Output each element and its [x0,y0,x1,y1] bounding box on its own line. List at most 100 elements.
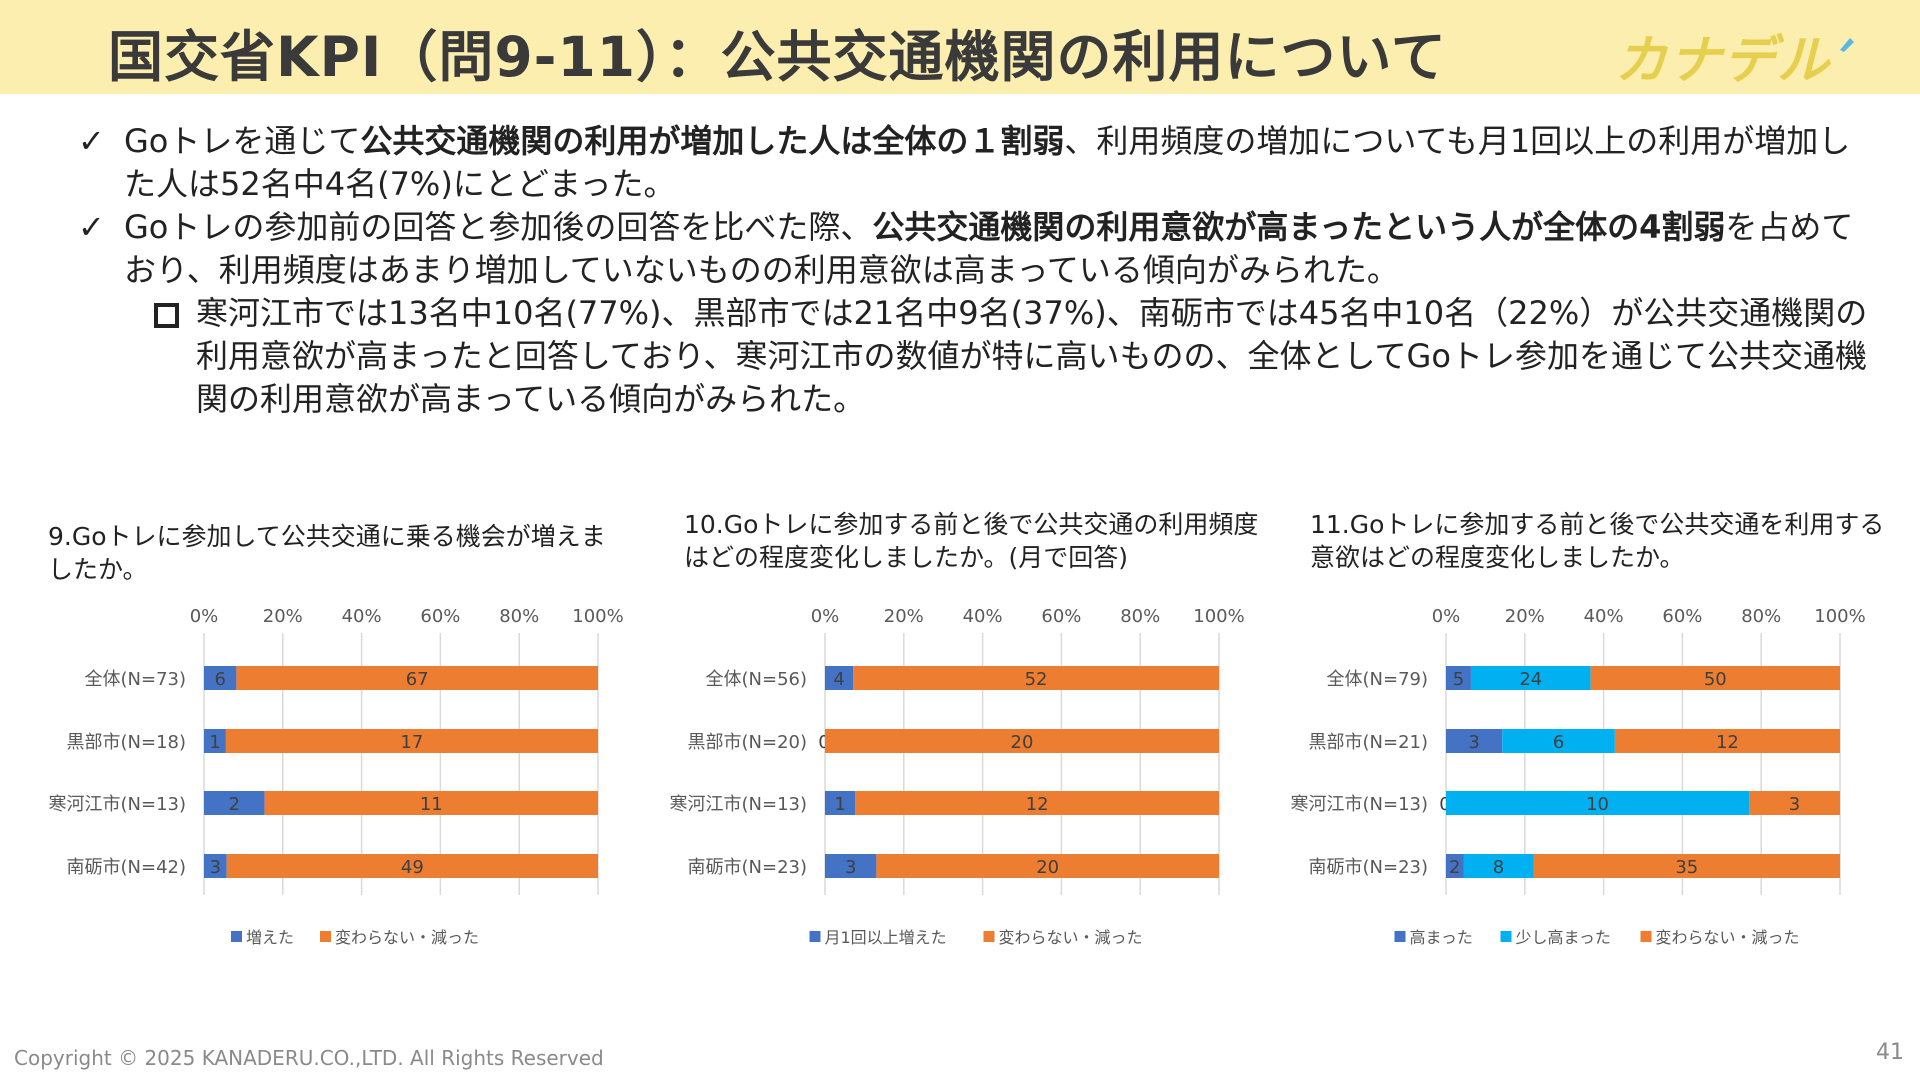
data-label: 67 [406,669,429,690]
data-label: 10 [1586,794,1609,815]
y-category-label: 全体(N=56) [706,669,808,690]
x-tick-label: 100% [1814,606,1865,627]
x-tick-label: 20% [884,606,924,627]
data-label: 4 [833,669,844,690]
legend-swatch [983,931,995,942]
bar-segment [853,666,1219,690]
bar-segment [204,791,265,815]
legend-label: 変わらない・減った [999,928,1143,947]
data-label: 8 [1493,857,1504,878]
data-label: 0 [1439,794,1450,815]
data-label: 12 [1716,732,1739,753]
bar-segment [264,791,598,815]
header-bar: 国交省KPI（問9-11）：公共交通機関の利用について カナデル [0,0,1920,94]
x-tick-label: 0% [190,606,219,627]
data-label: 35 [1675,857,1698,878]
x-tick-label: 100% [1193,606,1244,627]
x-tick-label: 0% [1432,606,1461,627]
x-tick-label: 100% [572,606,623,627]
sub-bullet-text: 寒河江市では13名中10名(77%)、黒部市では21名中9名(37%)、南砺市で… [196,294,1868,418]
bar-segment [1590,666,1840,690]
data-label: 1 [209,732,220,753]
x-tick-label: 80% [499,606,539,627]
data-label: 52 [1025,669,1048,690]
chart-1-title: 9.Goトレに参加して公共交通に乗る機会が増えましたか。 [48,522,606,584]
y-category-label: 南砺市(N=23) [688,857,808,878]
data-label: 2 [1449,857,1460,878]
y-category-label: 全体(N=73) [85,669,187,690]
data-label: 50 [1704,669,1727,690]
page-title: 国交省KPI（問9-11）：公共交通機関の利用について [108,25,1447,89]
y-category-label: 寒河江市(N=13) [670,794,808,815]
bar-segment [204,854,227,878]
bar-segment [1470,666,1591,690]
legend-swatch [231,931,242,942]
check-icon: ✓ [78,208,105,246]
y-category-label: 全体(N=79) [1327,669,1429,690]
bar-segment [1533,854,1840,878]
brand-logo: カナデル [1615,31,1832,91]
bar-segment [825,854,877,878]
chart-3: 0% 20% 40% 60% 80% 100% 全体(N=79) 5 24 50 黒部市(N=21)… [1291,606,1866,947]
page-number: 41 [1876,1040,1904,1065]
legend-label: 少し高まった [1516,928,1611,947]
bar-segment [825,791,856,815]
bullet-1: ✓ Goトレを通じて公共交通機関の利用が増加した人は全体の１割弱、利用頻度の増加… [78,120,1878,206]
bullet-2: ✓ Goトレの参加前の回答と参加後の回答を比べた際、公共交通機関の利用意欲が高ま… [78,206,1878,292]
data-label: 0 [818,732,829,753]
legend-label: 変わらない・減った [335,928,479,947]
bar-segment [1446,729,1503,753]
data-label: 6 [1553,732,1564,753]
data-label: 49 [401,857,424,878]
data-label: 3 [210,857,221,878]
y-category-label: 黒部市(N=20) [688,732,808,753]
bar-segment [204,666,237,690]
bar-segment [1446,791,1750,815]
bullet-1-text-post: 、利用頻度の増加についても月1回以上の利用が増加した人は52名中4名(7%)にと… [124,122,1851,203]
x-tick-label: 80% [1120,606,1160,627]
x-tick-label: 0% [811,606,840,627]
square-bullet-icon [154,303,179,328]
legend-swatch [1394,931,1406,942]
bar-segment [855,791,1219,815]
x-tick-label: 40% [1584,606,1624,627]
sub-bullet: 寒河江市では13名中10名(77%)、黒部市では21名中9名(37%)、南砺市で… [78,292,1878,421]
bar-segment [204,729,226,753]
bar-segment [825,666,854,690]
bullet-2-text-pre: Goトレの参加前の回答と参加後の回答を比べた際、 [124,208,873,246]
bar-segment [1502,729,1615,753]
logo-pen-icon [1840,38,1854,52]
data-label: 1 [834,794,845,815]
chart-3-title: 11.Goトレに参加する前と後で公共交通を利用する意欲はどの程度変化しましたか。 [1310,510,1885,572]
data-label: 2 [229,794,240,815]
check-icon: ✓ [78,122,105,160]
y-category-label: 黒部市(N=21) [1309,732,1429,753]
y-category-label: 寒河江市(N=13) [1291,794,1429,815]
data-label: 6 [214,669,225,690]
bar-segment [236,666,599,690]
data-label: 11 [420,794,443,815]
y-category-label: 南砺市(N=23) [1309,857,1429,878]
data-label: 3 [845,857,856,878]
bar-segment [1446,666,1471,690]
data-label: 3 [1468,732,1479,753]
data-label: 12 [1026,794,1049,815]
bar-segment [825,729,1219,753]
x-tick-label: 60% [1041,606,1081,627]
chart-2: 0% 20% 40% 60% 80% 100% 全体(N=56) 4 52 黒部市(N=20) 0 2… [670,606,1245,947]
x-tick-label: 40% [342,606,382,627]
y-category-label: 黒部市(N=18) [67,732,187,753]
data-label: 20 [1036,857,1059,878]
x-tick-label: 40% [963,606,1003,627]
bar-segment [225,729,598,753]
legend-swatch [809,931,821,942]
legend-label: 変わらない・減った [1656,928,1800,947]
bullet-1-text-bold: 公共交通機関の利用が増加した人は全体の１割弱 [360,122,1065,160]
bullet-2-text-post: を占めており、利用頻度はあまり増加していないものの利用意欲は高まっている傾向がみ… [124,208,1854,289]
legend-label: 増えた [246,928,294,947]
legend-label: 月1回以上増えた [825,928,947,947]
y-category-label: 南砺市(N=42) [67,857,187,878]
bar-segment [1749,791,1840,815]
data-label: 3 [1789,794,1800,815]
